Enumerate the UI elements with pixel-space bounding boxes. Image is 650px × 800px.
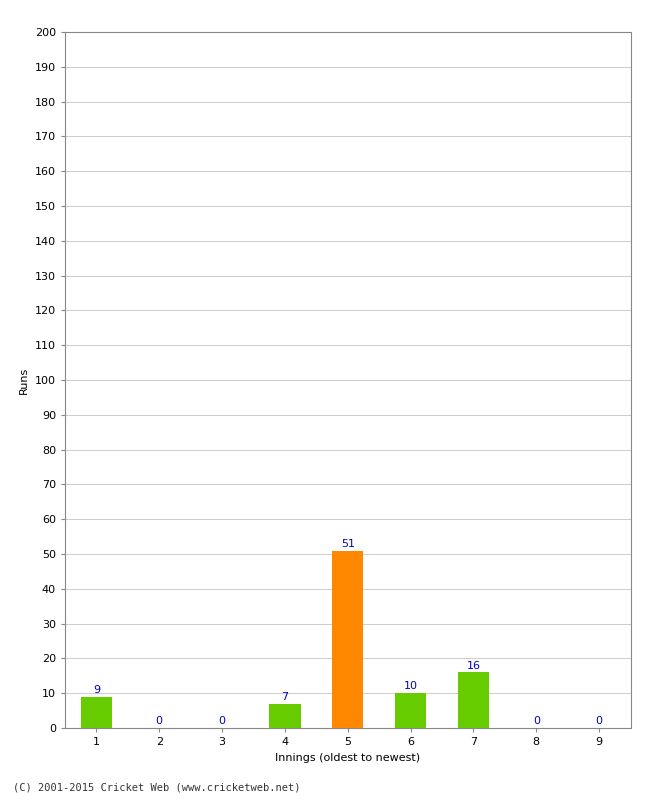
Text: 10: 10 bbox=[404, 682, 417, 691]
X-axis label: Innings (oldest to newest): Innings (oldest to newest) bbox=[275, 753, 421, 762]
Text: 51: 51 bbox=[341, 538, 355, 549]
Bar bbox=[332, 550, 363, 728]
Bar bbox=[395, 693, 426, 728]
Bar bbox=[269, 704, 300, 728]
Text: 0: 0 bbox=[218, 716, 226, 726]
Bar bbox=[81, 697, 112, 728]
Bar bbox=[458, 672, 489, 728]
Text: (C) 2001-2015 Cricket Web (www.cricketweb.net): (C) 2001-2015 Cricket Web (www.cricketwe… bbox=[13, 782, 300, 792]
Text: 7: 7 bbox=[281, 692, 289, 702]
Text: 0: 0 bbox=[533, 716, 540, 726]
Text: 0: 0 bbox=[156, 716, 162, 726]
Text: 0: 0 bbox=[595, 716, 603, 726]
Text: 16: 16 bbox=[467, 661, 480, 670]
Y-axis label: Runs: Runs bbox=[20, 366, 29, 394]
Text: 9: 9 bbox=[93, 685, 100, 695]
